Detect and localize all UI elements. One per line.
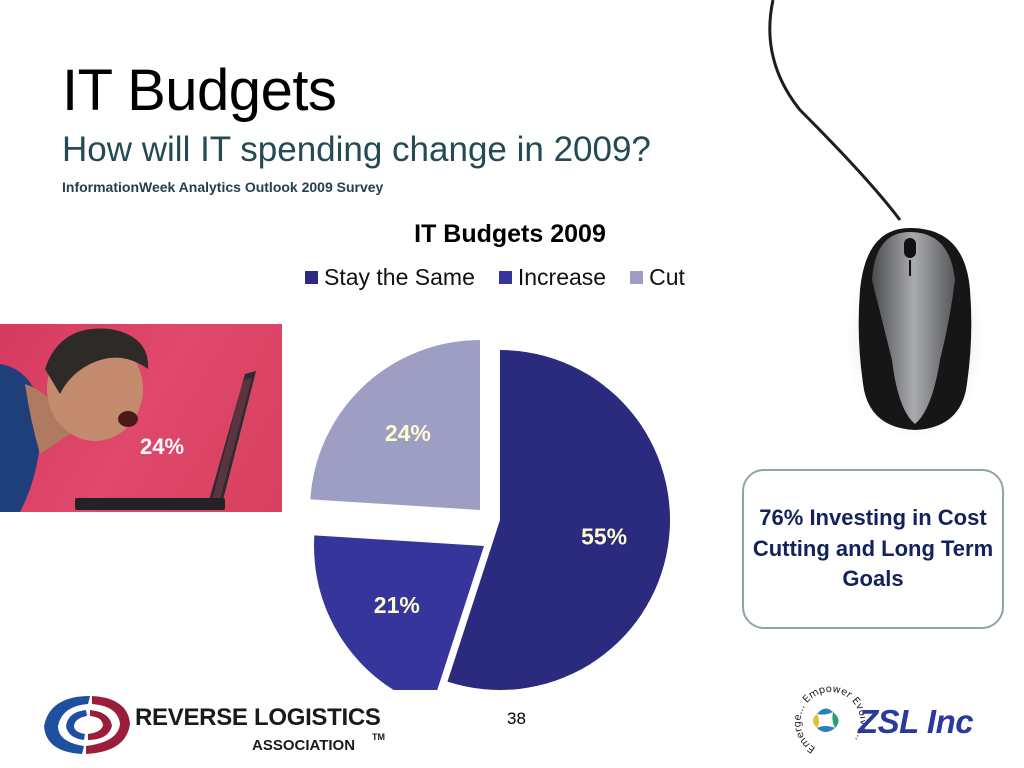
pie-data-label: 55%	[581, 523, 627, 549]
investing-callout: 76% Investing in Cost Cutting and Long T…	[742, 469, 1004, 629]
mouth-shape	[118, 411, 138, 427]
neck-shape	[25, 384, 70, 454]
page-number: 38	[507, 709, 526, 728]
pie-data-label: 21%	[374, 592, 420, 618]
mouse-scroll-wheel	[904, 238, 916, 258]
photo-percent-label: 24%	[140, 434, 185, 459]
survey-source: InformationWeek Analytics Outlook 2009 S…	[62, 179, 384, 195]
legend-swatch	[498, 271, 512, 284]
zsl-ring-text: Emerge... Empower Evolve...	[795, 684, 865, 755]
mouse-cable	[768, 0, 902, 221]
computer-mouse-image	[768, 0, 985, 440]
legend-label: Stay the Same	[324, 264, 475, 290]
legend-swatch	[305, 271, 318, 284]
legend-item-increase: Increase	[498, 264, 607, 291]
pie-slice-increase	[314, 535, 484, 690]
zsl-company-name: ZSL Inc	[858, 703, 974, 740]
photo-illustration	[0, 328, 256, 512]
pie-data-label: 24%	[385, 420, 431, 446]
chart-title: IT Budgets 2009	[414, 220, 606, 248]
pie-chart: 55% 21% 24%	[310, 340, 670, 690]
pie-slice-stay-the-same	[447, 350, 670, 690]
rla-name-line2: ASSOCIATION	[252, 737, 356, 754]
shirt-shape	[0, 364, 41, 512]
chart-legend: Stay the Same Increase Cut	[305, 264, 685, 291]
rla-logo-mark	[44, 696, 130, 754]
rla-name-line1: REVERSE LOGISTICS	[135, 704, 381, 731]
legend-item-stay-the-same: Stay the Same	[305, 264, 475, 291]
slide-subtitle: How will IT spending change in 2009?	[62, 130, 651, 169]
zsl-logo-mark: Emerge... Empower Evolve...	[795, 684, 865, 755]
laptop-base-shape	[75, 498, 225, 510]
hair-shape	[45, 328, 149, 394]
pie-slice-cut	[310, 340, 480, 510]
rla-trademark: TM	[372, 732, 385, 742]
legend-swatch	[630, 271, 644, 284]
mouse-top-shell	[872, 232, 955, 424]
callout-text: 76% Investing in Cost Cutting and Long T…	[752, 505, 994, 592]
frustrated-user-photo: 24%	[0, 324, 282, 512]
legend-item-cut: Cut	[630, 264, 685, 291]
legend-label: Cut	[649, 264, 685, 290]
legend-label: Increase	[517, 264, 607, 290]
slide-title: IT Budgets	[62, 58, 337, 123]
